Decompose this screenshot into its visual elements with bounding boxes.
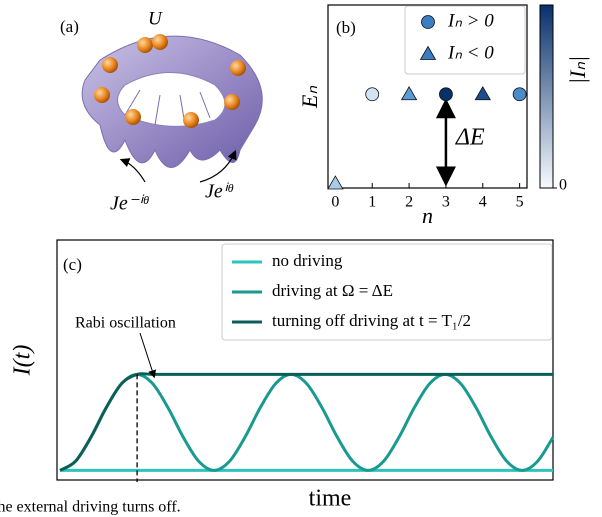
legend-label: no driving	[272, 251, 343, 270]
series-line	[59, 372, 553, 472]
x-tick-label: 3	[442, 194, 450, 211]
marker	[327, 175, 344, 190]
legend-box	[404, 5, 526, 75]
colorbar-label: |Iₙ|	[565, 56, 590, 84]
annotation: U	[148, 8, 163, 29]
x-axis-label: time	[309, 486, 352, 512]
legend-box	[221, 243, 553, 341]
legend-marker	[419, 45, 437, 60]
colorbar-tick-label: 0	[559, 177, 567, 194]
marker	[365, 87, 380, 102]
annotation: Je⁻ⁱᶿ	[110, 193, 149, 215]
annotation-arrow	[139, 332, 156, 379]
panel-label: (a)	[60, 17, 79, 36]
x-tick-label: 2	[405, 194, 413, 211]
y-axis-label: Eₙ	[297, 86, 322, 109]
legend-label: turning off driving at t = T₁/2	[272, 311, 471, 330]
annotation: Jeⁱᶿ	[205, 181, 233, 203]
marker	[400, 85, 418, 101]
x-tick-label: 0	[331, 194, 339, 211]
y-axis-label: I(t)	[10, 345, 36, 377]
colorbar	[539, 4, 554, 189]
annotation: ΔE	[455, 124, 485, 150]
plot-frame	[56, 239, 554, 481]
x-tick-label: 5	[516, 194, 524, 211]
legend-label: Iₙ > 0	[447, 10, 494, 31]
panel-label: (b)	[336, 18, 356, 37]
legend-label: Iₙ < 0	[447, 42, 494, 63]
legend-label: driving at Ω = ΔE	[272, 281, 393, 300]
annotation: the external driving turns off.	[0, 499, 181, 516]
marker	[439, 87, 453, 102]
x-tick-label: 4	[479, 194, 487, 211]
marker	[512, 87, 527, 102]
x-tick-label: 1	[368, 194, 376, 211]
marker	[474, 85, 491, 101]
legend-marker	[421, 15, 435, 29]
x-axis-label: n	[422, 203, 433, 228]
ring-illustration	[81, 34, 263, 183]
plot-frame	[327, 4, 528, 189]
annotation: Rabi oscillation	[75, 315, 176, 332]
panel-label: (c)	[63, 255, 82, 274]
series-line	[59, 372, 555, 472]
